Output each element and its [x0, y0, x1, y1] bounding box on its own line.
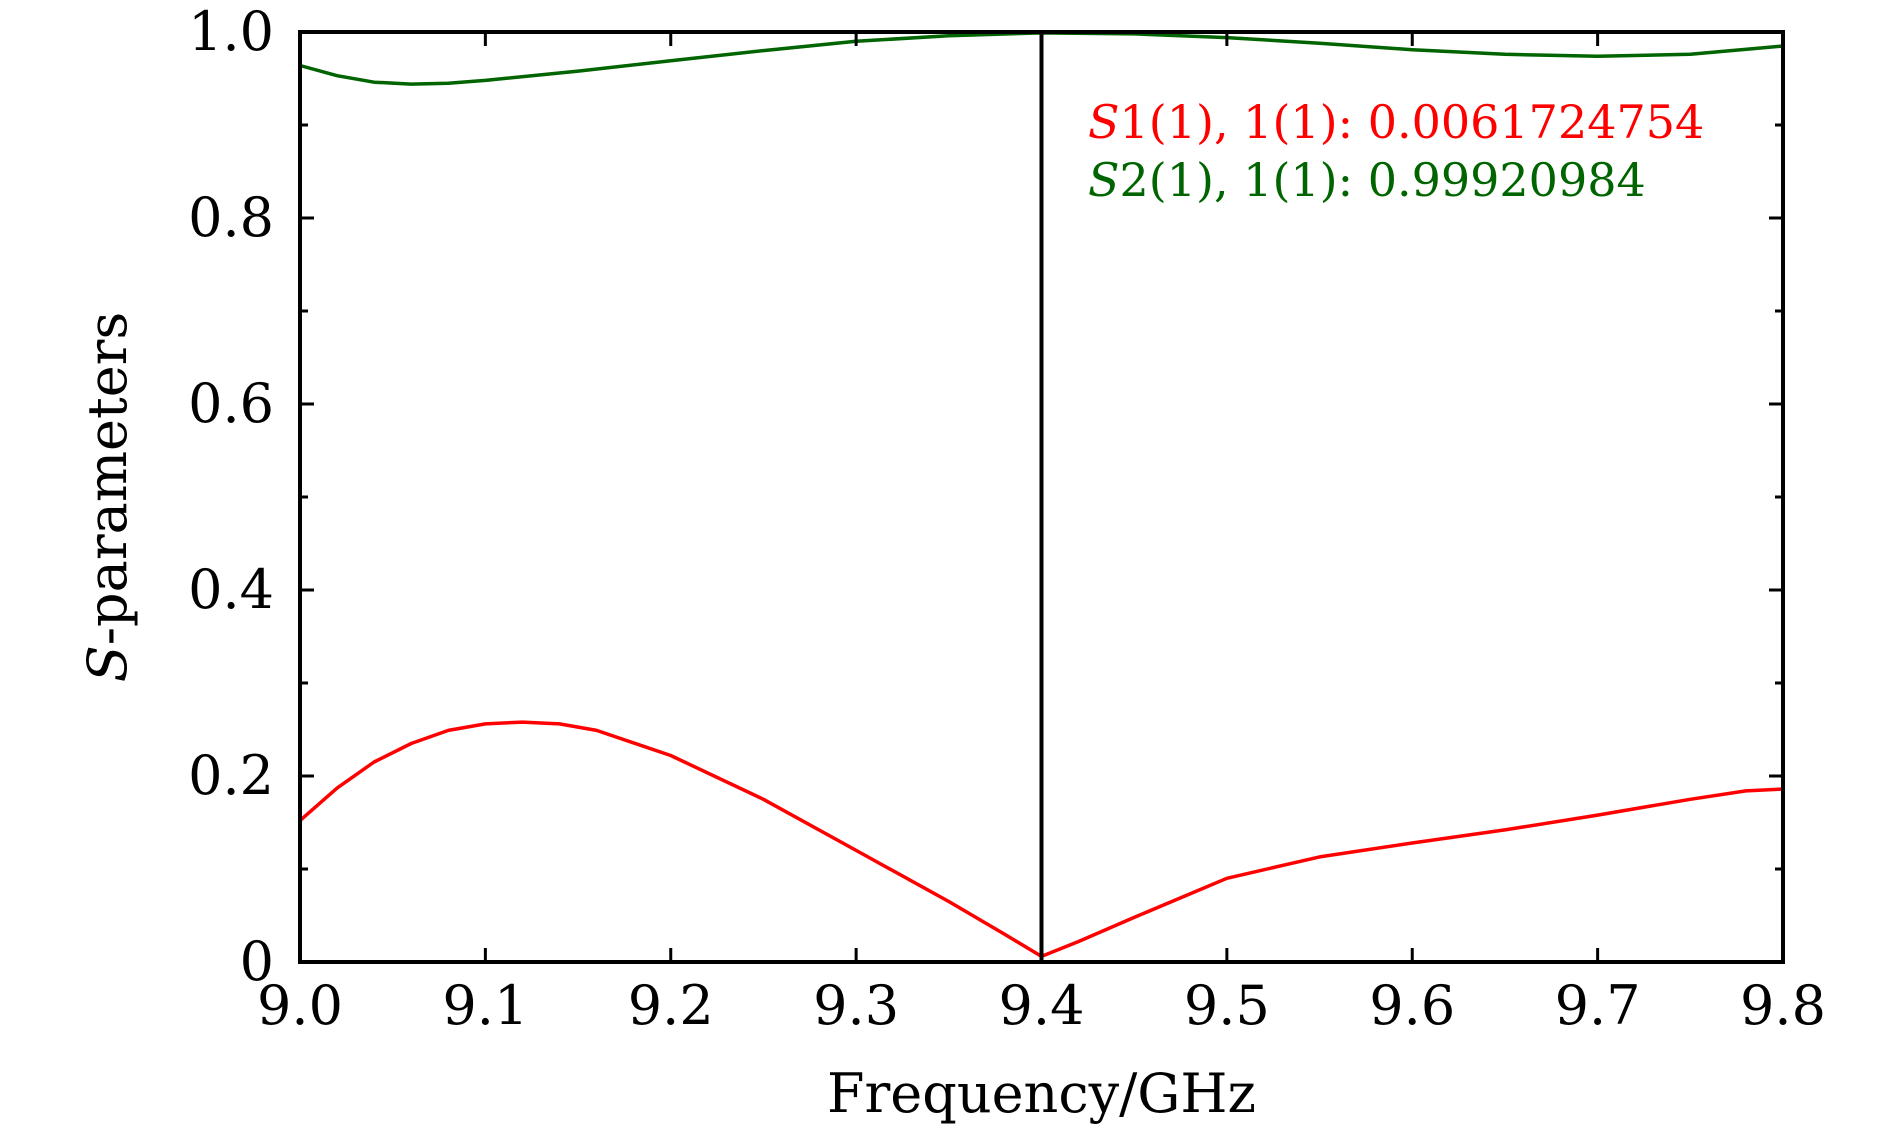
y-tick-label: 0.8	[188, 186, 274, 249]
x-tick-label: 9.5	[1184, 974, 1270, 1037]
annotation-s11: S1(1), 1(1): 0.0061724754	[1088, 95, 1704, 149]
x-tick-label: 9.2	[628, 974, 714, 1037]
x-tick-label: 9.0	[257, 974, 343, 1037]
y-tick-label: 1.0	[188, 0, 274, 63]
y-tick-label: 0.2	[188, 744, 274, 807]
labels-layer: 9.0 9.1 9.2 9.3 9.4 9.5 9.6 9.7 9.8 0 0.2 0.4 0.6 0.8…	[188, 0, 1826, 1037]
annotation-s11-text: 1(1), 1(1): 0.0061724754	[1120, 95, 1705, 149]
y-tick-label: 0.6	[188, 372, 274, 435]
y-axis-title: S-parameters	[76, 312, 139, 682]
y-axis-title-symbol: S	[76, 645, 139, 682]
y-tick-label: 0	[240, 930, 274, 993]
x-tick-label: 9.8	[1740, 974, 1826, 1037]
x-tick-label: 9.6	[1369, 974, 1455, 1037]
x-tick-label: 9.4	[999, 974, 1085, 1037]
x-tick-label: 9.1	[442, 974, 528, 1037]
annotation-s11-symbol: S	[1088, 95, 1120, 149]
x-tick-label: 9.3	[813, 974, 899, 1037]
series-line-1	[298, 720, 1784, 959]
x-axis-title: Frequency/GHz	[827, 1062, 1256, 1125]
annotation-s21-symbol: S	[1088, 153, 1120, 207]
annotation-s21: S2(1), 1(1): 0.99920984	[1088, 153, 1646, 207]
y-axis-title-text: -parameters	[76, 312, 139, 645]
y-tick-label: 0.4	[188, 558, 274, 621]
annotation-s21-text: 2(1), 1(1): 0.99920984	[1120, 153, 1646, 207]
x-tick-label: 9.7	[1555, 974, 1641, 1037]
ticks-layer	[298, 30, 1785, 964]
series-line-2	[299, 31, 1784, 86]
series-layer	[298, 31, 1784, 959]
